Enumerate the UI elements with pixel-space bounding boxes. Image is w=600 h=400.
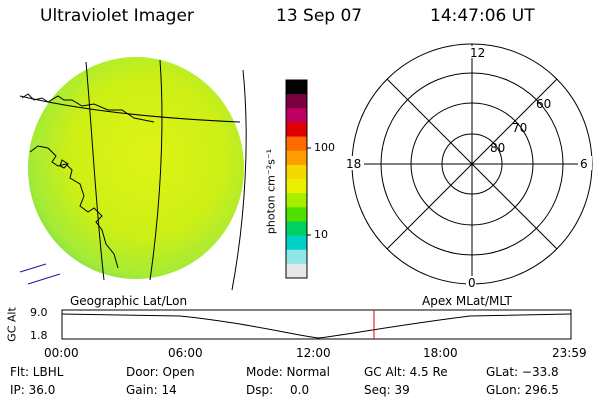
coastline: [21, 93, 155, 123]
info-ip: IP: 36.0: [10, 383, 56, 397]
color-bar-band: [286, 263, 307, 279]
color-bar-band: [286, 122, 307, 138]
info-dsp-value: 0.0: [290, 383, 310, 397]
color-bar-band: [286, 136, 307, 152]
apex-label: Apex MLat/MLT: [422, 294, 512, 308]
instrument-title: Ultraviolet Imager: [40, 6, 194, 26]
color-bar-frame: [285, 79, 308, 279]
info-door: Door: Open: [126, 365, 195, 379]
color-bar-band: [286, 179, 307, 194]
color-bar-scale: [286, 80, 307, 279]
auroral-image: [19, 57, 247, 291]
timeline-xtick-2359: 23:59: [552, 346, 587, 360]
disc-speckle: [28, 57, 244, 279]
lat-label-60: 60: [536, 97, 551, 111]
color-bar-tick-10: 10: [314, 228, 328, 241]
grid-line: [27, 273, 61, 285]
info-glon: GLon: 296.5: [486, 383, 559, 397]
polar-plot: 12 18 6 0 60 70 80: [342, 43, 593, 290]
timeline-ytick-top: 9.0: [30, 306, 48, 319]
color-bar-band: [286, 164, 307, 180]
color-bar-band: [286, 150, 307, 166]
time-label: 14:47:06 UT: [430, 6, 535, 26]
timeline-ylabel: GC Alt: [5, 307, 19, 342]
info-glat: GLat: −33.8: [486, 365, 559, 379]
parallel-line: [19, 95, 241, 123]
timeline-xtick-0000: 00:00: [44, 346, 79, 360]
lat-label-80: 80: [490, 141, 505, 155]
timeline-frame: [61, 309, 572, 340]
info-dsp-label: Dsp:: [246, 383, 274, 397]
info-seq: Seq: 39: [364, 383, 410, 397]
timeline-ytick-bottom: 1.8: [30, 329, 48, 342]
coastline: [59, 159, 69, 169]
polar-axis: [386, 78, 558, 250]
info-gc-alt: GC Alt: 4.5 Re: [364, 365, 448, 379]
info-flt: Flt: LBHL: [10, 365, 64, 379]
color-bar-band: [286, 207, 307, 222]
color-bar-unit: photon cm⁻²s⁻¹: [264, 148, 278, 235]
color-bar-band: [286, 193, 307, 208]
altitude-timeline: [61, 309, 572, 340]
mlt-label-18: 18: [346, 157, 361, 171]
color-bar-band: [286, 235, 307, 251]
geo-label: Geographic Lat/Lon: [70, 294, 188, 308]
altitude-trace: [61, 313, 572, 339]
meridian-line: [85, 61, 105, 281]
timeline-xtick-0600: 06:00: [168, 346, 203, 360]
meridian-line: [231, 69, 247, 291]
color-bar: [285, 79, 311, 279]
lat-label-70: 70: [512, 121, 527, 135]
timeline-xtick-1800: 18:00: [423, 346, 458, 360]
mlt-label-6: 6: [580, 157, 588, 171]
mlt-label-0: 0: [468, 276, 476, 290]
color-bar-tick-100: 100: [314, 141, 335, 154]
grid-line: [19, 263, 47, 273]
color-bar-band: [286, 221, 307, 237]
color-bar-band: [286, 108, 307, 123]
date-label: 13 Sep 07: [276, 6, 363, 26]
info-mode: Mode: Normal: [246, 365, 330, 379]
color-bar-band: [286, 80, 307, 95]
color-bar-band: [286, 94, 307, 109]
info-gain: Gain: 14: [126, 383, 177, 397]
color-bar-band: [286, 249, 307, 265]
mlt-label-12: 12: [470, 46, 485, 60]
meridian-line: [149, 59, 163, 281]
coastline: [29, 145, 119, 269]
timeline-xtick-1200: 12:00: [296, 346, 331, 360]
